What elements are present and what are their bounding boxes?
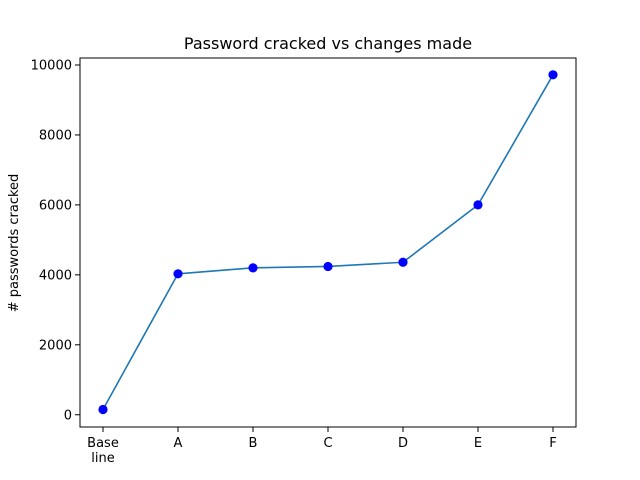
data-point — [248, 263, 258, 273]
chart-title: Password cracked vs changes made — [184, 34, 472, 53]
x-tick-label: D — [398, 436, 408, 451]
x-tick-label: A — [174, 436, 183, 451]
data-point — [398, 257, 408, 267]
plot-frame — [79, 57, 577, 428]
data-point — [548, 70, 558, 80]
x-tick-label: Base line — [87, 436, 119, 466]
plot-area: 0 2000 4000 6000 8000 10000 Base line A B C D E F — [31, 57, 577, 466]
data-point — [98, 404, 108, 415]
x-tick-label: F — [549, 436, 556, 451]
y-tick-label: 10000 — [31, 58, 72, 73]
y-axis-label: # passwords cracked — [7, 174, 22, 313]
y-tick-label: 2000 — [39, 338, 72, 353]
y-tick-label: 6000 — [39, 198, 72, 213]
y-tick-label: 0 — [64, 408, 72, 423]
data-point — [323, 261, 333, 272]
y-tick-label: 4000 — [39, 268, 72, 283]
data-point — [173, 269, 183, 279]
x-tick-label: C — [323, 436, 332, 451]
data-point — [473, 200, 483, 210]
x-tick-label: E — [474, 436, 482, 451]
x-tick-label: B — [249, 436, 258, 451]
y-tick-label: 8000 — [39, 128, 72, 143]
